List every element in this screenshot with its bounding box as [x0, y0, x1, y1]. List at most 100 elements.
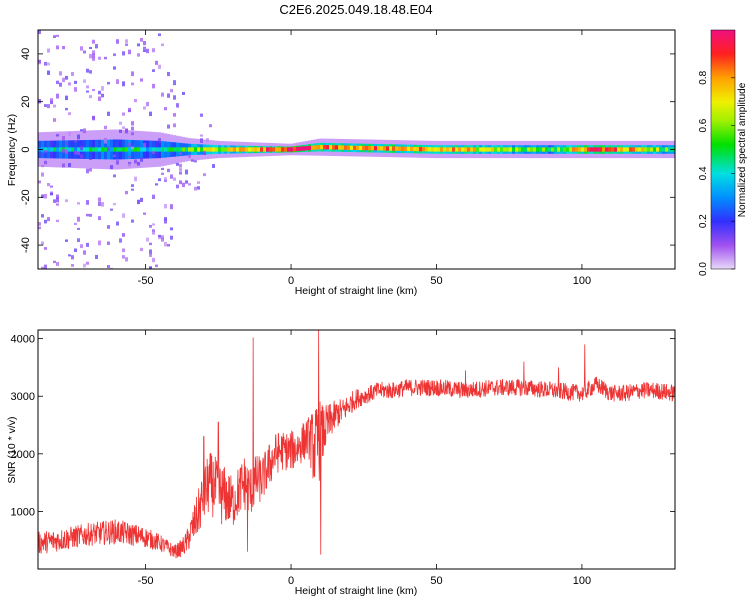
spectrogram-cell — [419, 147, 422, 152]
spectrogram-x-tick-label: -50 — [138, 275, 154, 287]
spectrogram-cell — [131, 82, 134, 86]
spectrogram-cell — [545, 147, 548, 152]
spectrogram-cell — [125, 128, 128, 132]
spectrogram-cell — [452, 147, 455, 152]
spectrogram-y-axis-label: Frequency (Hz) — [6, 114, 18, 186]
spectrogram-cell — [80, 154, 83, 159]
spectrogram-cell — [263, 147, 266, 152]
spectrogram-cell — [41, 214, 44, 218]
spectrogram-cell — [158, 178, 161, 182]
spectrogram-cell — [302, 146, 305, 151]
spectrogram-cell — [209, 147, 212, 152]
spectrogram-y-tick-label: 40 — [20, 48, 32, 60]
spectrogram-cell — [653, 147, 656, 152]
spectrogram-cell — [77, 216, 80, 222]
spectrogram-cell — [650, 147, 653, 152]
spectrogram-cell — [152, 48, 155, 53]
spectrogram-cell — [47, 62, 50, 66]
spectrogram-cell — [164, 241, 167, 247]
spectrogram-cell — [170, 235, 173, 240]
spectrogram-cell — [266, 147, 269, 152]
spectrogram-cell — [491, 147, 494, 152]
spectrogram-cell — [533, 147, 536, 152]
spectrogram-cell — [524, 147, 527, 152]
spectrogram-cell — [131, 147, 134, 152]
spectrogram-cell — [68, 112, 71, 116]
spectrogram-cell — [164, 177, 167, 181]
spectrogram-cell — [536, 147, 539, 152]
spectrogram-cell — [578, 147, 581, 152]
spectrogram-cell — [119, 147, 122, 152]
spectrogram-cell — [620, 147, 623, 152]
spectrogram-cell — [503, 147, 506, 152]
spectrogram-cell — [53, 118, 56, 122]
spectrogram-cell — [368, 145, 371, 151]
spectrogram-cell — [530, 147, 533, 152]
spectrogram-cell — [386, 146, 389, 151]
spectrogram-cell — [152, 147, 155, 152]
snr-x-tick-label: -50 — [138, 575, 154, 587]
spectrogram-cell — [59, 147, 62, 152]
spectrogram-cell — [203, 147, 206, 152]
spectrogram-cell — [515, 147, 518, 152]
spectrogram-cell — [143, 106, 146, 110]
spectrogram-cell — [89, 70, 92, 74]
spectrogram-cell — [110, 165, 113, 170]
spectrogram-cell — [77, 134, 80, 140]
spectrogram-cell — [500, 147, 503, 152]
spectrogram-cell — [47, 48, 50, 53]
spectrogram-cell — [188, 147, 191, 152]
spectrogram-cell — [467, 147, 470, 152]
spectrogram-cell — [86, 261, 89, 265]
spectrogram-cell — [434, 147, 437, 152]
spectrogram-cell — [623, 147, 626, 152]
spectrogram-cell — [152, 257, 155, 263]
spectrogram-cell — [182, 182, 185, 188]
colorbar-tick-label: 0.4 — [698, 166, 709, 180]
spectrogram-cell — [161, 147, 164, 152]
snr-y-tick-label: 3000 — [11, 391, 35, 403]
spectrogram-cell — [158, 235, 161, 238]
spectrogram-cell — [176, 162, 179, 166]
spectrogram-cell — [50, 98, 53, 103]
spectrogram-cell — [539, 147, 542, 152]
spectrogram-cell — [128, 49, 131, 55]
spectrogram-cell — [614, 147, 617, 152]
spectrogram-cell — [659, 147, 662, 152]
spectrogram-cell — [83, 263, 86, 268]
spectrogram-x-tick-label: 0 — [288, 275, 294, 287]
spectrogram-cell — [341, 145, 344, 150]
snr-x-tick-label: 0 — [288, 575, 294, 587]
spectrogram-cell — [449, 147, 452, 152]
snr-x-axis-label: Height of straight line (km) — [295, 585, 418, 597]
spectrogram-cell — [86, 168, 89, 174]
snr-x-tick-label: 50 — [430, 575, 442, 587]
spectrogram-cell — [65, 107, 68, 111]
spectrogram-cell — [59, 82, 62, 87]
spectrogram-cell — [179, 164, 182, 170]
spectrogram-cell — [62, 46, 65, 50]
spectrogram-cell — [44, 147, 47, 152]
colorbar-label: Normalized spectral amplitude — [737, 82, 748, 217]
spectrogram-cell — [332, 145, 335, 150]
spectrogram-cell — [140, 37, 143, 42]
spectrogram-cell — [152, 194, 155, 199]
spectrogram-cell — [68, 132, 71, 137]
spectrogram-cell — [68, 82, 71, 86]
spectrogram-cell — [89, 156, 92, 160]
spectrogram-cell — [437, 147, 440, 152]
spectrogram-cell — [86, 200, 89, 205]
spectrogram-cell — [200, 138, 203, 143]
spectrogram-cell — [44, 193, 47, 199]
spectrogram-cell — [80, 129, 83, 132]
spectrogram-cell — [131, 188, 134, 191]
spectrogram-panel: -50 0 50 100 -40 -20 0 20 40 Height of straight… — [6, 29, 676, 297]
spectrogram-cell — [200, 134, 203, 137]
spectrogram-cell — [131, 219, 134, 223]
spectrogram-cell — [122, 248, 125, 253]
spectrogram-cell — [284, 147, 287, 152]
spectrogram-cell — [137, 53, 140, 57]
spectrogram-cell — [647, 147, 650, 152]
spectrogram-cell — [509, 147, 512, 152]
spectrogram-cell — [548, 147, 551, 152]
